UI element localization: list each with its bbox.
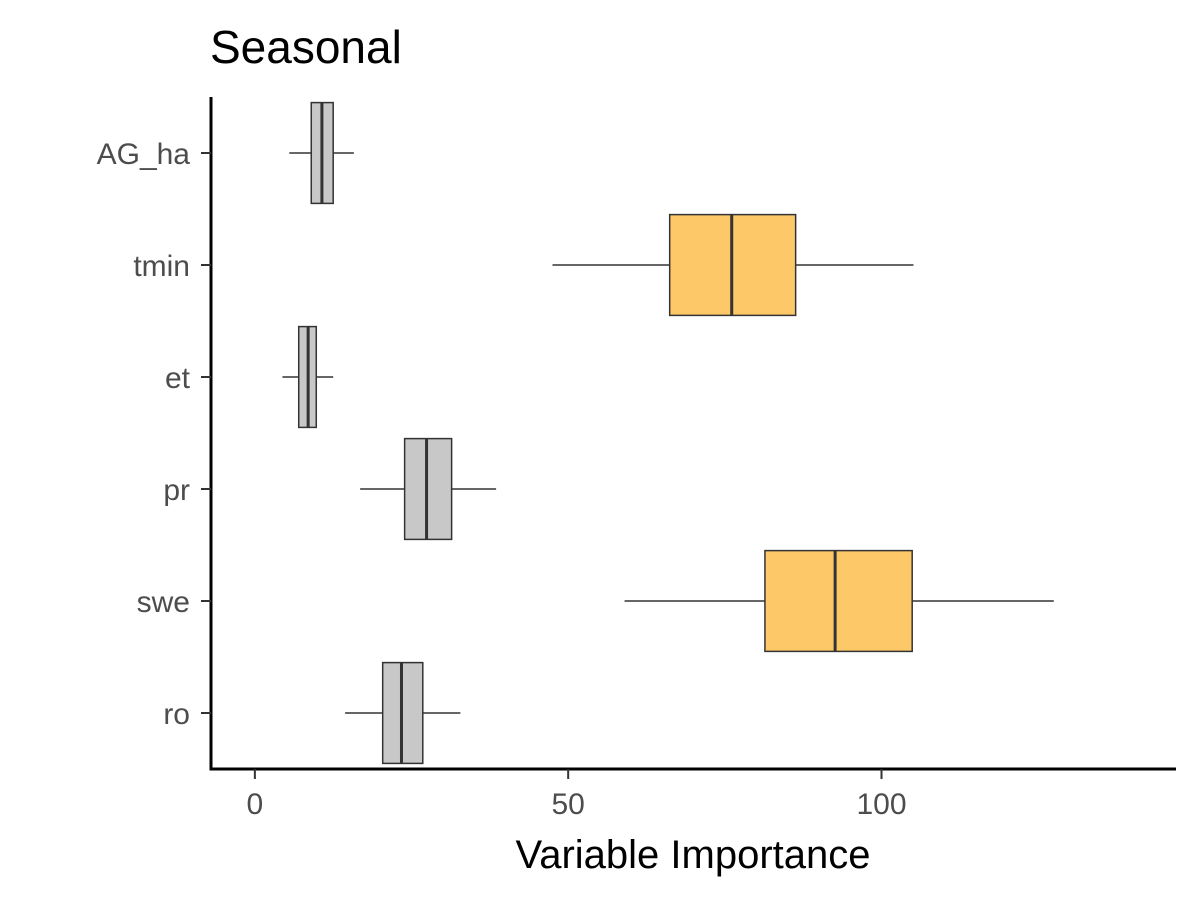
box-body — [764, 549, 913, 653]
y-tick-label-ag-ha: AG_ha — [97, 138, 191, 171]
y-tick-label-tmin: tmin — [133, 250, 190, 283]
box-swe — [624, 549, 1054, 653]
y-tick-label-et: et — [165, 362, 191, 395]
y-tick-label-swe: swe — [137, 586, 190, 619]
plot-area — [282, 101, 1054, 765]
box-pr — [360, 437, 497, 541]
y-tick-label-pr: pr — [163, 474, 190, 507]
x-tick-label: 100 — [856, 788, 906, 821]
x-axis-title: Variable Importance — [516, 833, 871, 877]
y-tick-label-ro: ro — [163, 698, 190, 731]
x-tick-label: 0 — [247, 788, 264, 821]
box-et — [282, 325, 334, 429]
box-tmin — [552, 213, 914, 317]
box-ro — [345, 661, 461, 765]
box-ag-ha — [289, 101, 354, 205]
chart-title: Seasonal — [210, 21, 402, 73]
box-body — [403, 437, 453, 541]
x-tick-label: 50 — [551, 788, 584, 821]
x-axis-ticks: 0 50 100 — [247, 769, 907, 821]
